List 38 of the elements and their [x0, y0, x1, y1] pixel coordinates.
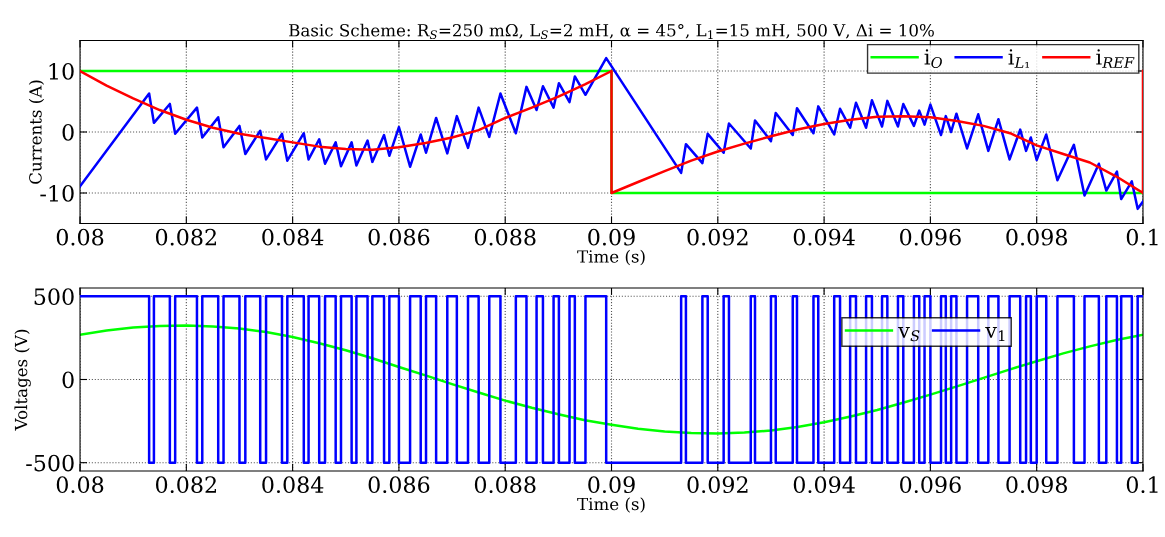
x-tick-label: 0.086 [368, 476, 430, 494]
legend-label: v$_{1}$ [985, 326, 1005, 341]
x-tick-label: 0.084 [262, 228, 324, 246]
x-tick-label: 0.086 [368, 228, 430, 246]
x-tick-label: 0.096 [900, 476, 961, 494]
chart-title: Basic Scheme: R$_{S}$=250 mΩ, L$_{S}$=2 mH, α = 45°, L$_{1}$=15 mH, 500 V, Δi = 10% [289, 23, 934, 40]
y-axis-title: Currents (A) [28, 80, 45, 184]
legend-label: i$_{L₁}$ [1008, 49, 1030, 68]
x-tick-label: 0.098 [1006, 228, 1067, 246]
x-tick-label: 0.08 [56, 476, 104, 494]
x-tick-label: 0.094 [793, 228, 855, 246]
y-axis-title: Voltages (V) [14, 329, 31, 431]
x-tick-label: 0.094 [793, 476, 855, 494]
x-tick-label: 0.082 [155, 228, 216, 246]
x-tick-label: 0.082 [155, 476, 216, 494]
legend-label: v$_{S}$ [898, 326, 920, 342]
y-tick-label: -500 [26, 454, 74, 472]
x-tick-label: 0.09 [588, 476, 635, 494]
x-tick-label: 0.088 [474, 228, 536, 246]
legend-label: i$_{REF}$ [1096, 49, 1135, 68]
y-tick-label: 500 [34, 288, 74, 306]
x-tick-label: 0.092 [687, 476, 748, 494]
x-tick-label: 0.088 [474, 476, 536, 494]
y-tick-label: 0 [62, 123, 74, 141]
x-tick-label: 0.1 [1126, 228, 1158, 246]
y-tick-label: 10 [49, 62, 74, 80]
y-tick-label: 0 [62, 371, 74, 389]
x-axis-title: Time (s) [577, 249, 645, 266]
x-tick-label: 0.09 [588, 228, 635, 246]
x-tick-label: 0.096 [900, 228, 961, 246]
x-tick-label: 0.098 [1006, 476, 1067, 494]
x-tick-label: 0.084 [262, 476, 324, 494]
x-tick-label: 0.092 [687, 228, 748, 246]
x-axis-title: Time (s) [577, 497, 645, 513]
x-tick-label: 0.08 [56, 228, 104, 246]
x-tick-label: 0.1 [1126, 476, 1158, 494]
y-tick-label: -10 [40, 184, 74, 202]
legend-label: i$_{O}$ [924, 49, 942, 69]
